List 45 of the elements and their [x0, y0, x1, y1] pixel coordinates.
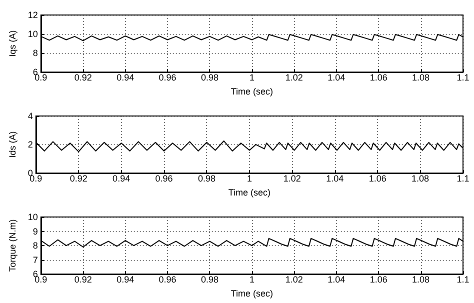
- x-tick-label: 1.04: [328, 274, 346, 285]
- y-tick-label: 4: [28, 111, 33, 121]
- x-tick-label: 0.92: [70, 174, 88, 184]
- y-tick-label: 8: [32, 240, 38, 251]
- x-tick-label: 0.98: [198, 174, 216, 184]
- x-tick-label: 1.02: [285, 72, 303, 83]
- x-tick-label: 1.1: [456, 72, 470, 83]
- x-tick-label: 1.06: [370, 72, 388, 83]
- x-tick-label: 0.94: [112, 174, 130, 184]
- x-tick-label: 0.92: [74, 72, 92, 83]
- x-tick-label: 1.08: [412, 274, 430, 285]
- x-axis-title: Time (sec): [228, 188, 271, 198]
- y-tick-label: 8: [32, 48, 38, 58]
- x-tick-label: 0.96: [158, 274, 176, 285]
- x-tick-label: 1.1: [456, 174, 470, 184]
- y-axis-title: Ids (A): [8, 131, 18, 158]
- x-tick-label: 0.94: [116, 274, 134, 285]
- x-tick-label: 0.96: [155, 174, 173, 184]
- x-tick-label: 1: [249, 72, 254, 83]
- y-axis-title: Iqs (A): [8, 30, 18, 57]
- x-tick-label: 1.08: [412, 72, 430, 83]
- y-tick-label: 10: [28, 29, 38, 40]
- x-tick-label: 1.04: [326, 174, 344, 184]
- y-tick-label: 2: [28, 140, 33, 150]
- x-tick-label: 1.06: [370, 274, 388, 285]
- y-axis-title: Torque (N.m): [8, 219, 18, 272]
- x-axis-title: Time (sec): [230, 288, 274, 298]
- y-tick-label: 10: [28, 212, 38, 222]
- x-tick-label: 0.94: [116, 72, 134, 83]
- x-tick-label: 1.04: [328, 72, 346, 83]
- x-tick-label: 1.02: [285, 274, 303, 285]
- y-tick-label: 9: [32, 226, 38, 236]
- x-tick-label: 0.98: [200, 72, 219, 83]
- x-tick-label: 0.92: [74, 274, 92, 285]
- x-tick-label: 0.96: [158, 72, 176, 83]
- y-tick-label: 12: [28, 10, 38, 20]
- y-tick-label: 7: [32, 254, 38, 265]
- x-tick-label: 1.02: [283, 174, 301, 184]
- x-tick-label: 1.06: [368, 174, 386, 184]
- x-tick-label: 1.08: [412, 174, 430, 184]
- x-tick-label: 1: [249, 274, 254, 285]
- x-axis-title: Time (sec): [230, 86, 274, 96]
- x-tick-label: 1.1: [456, 274, 470, 285]
- x-tick-label: 1: [246, 174, 252, 184]
- x-tick-label: 0.98: [200, 274, 219, 285]
